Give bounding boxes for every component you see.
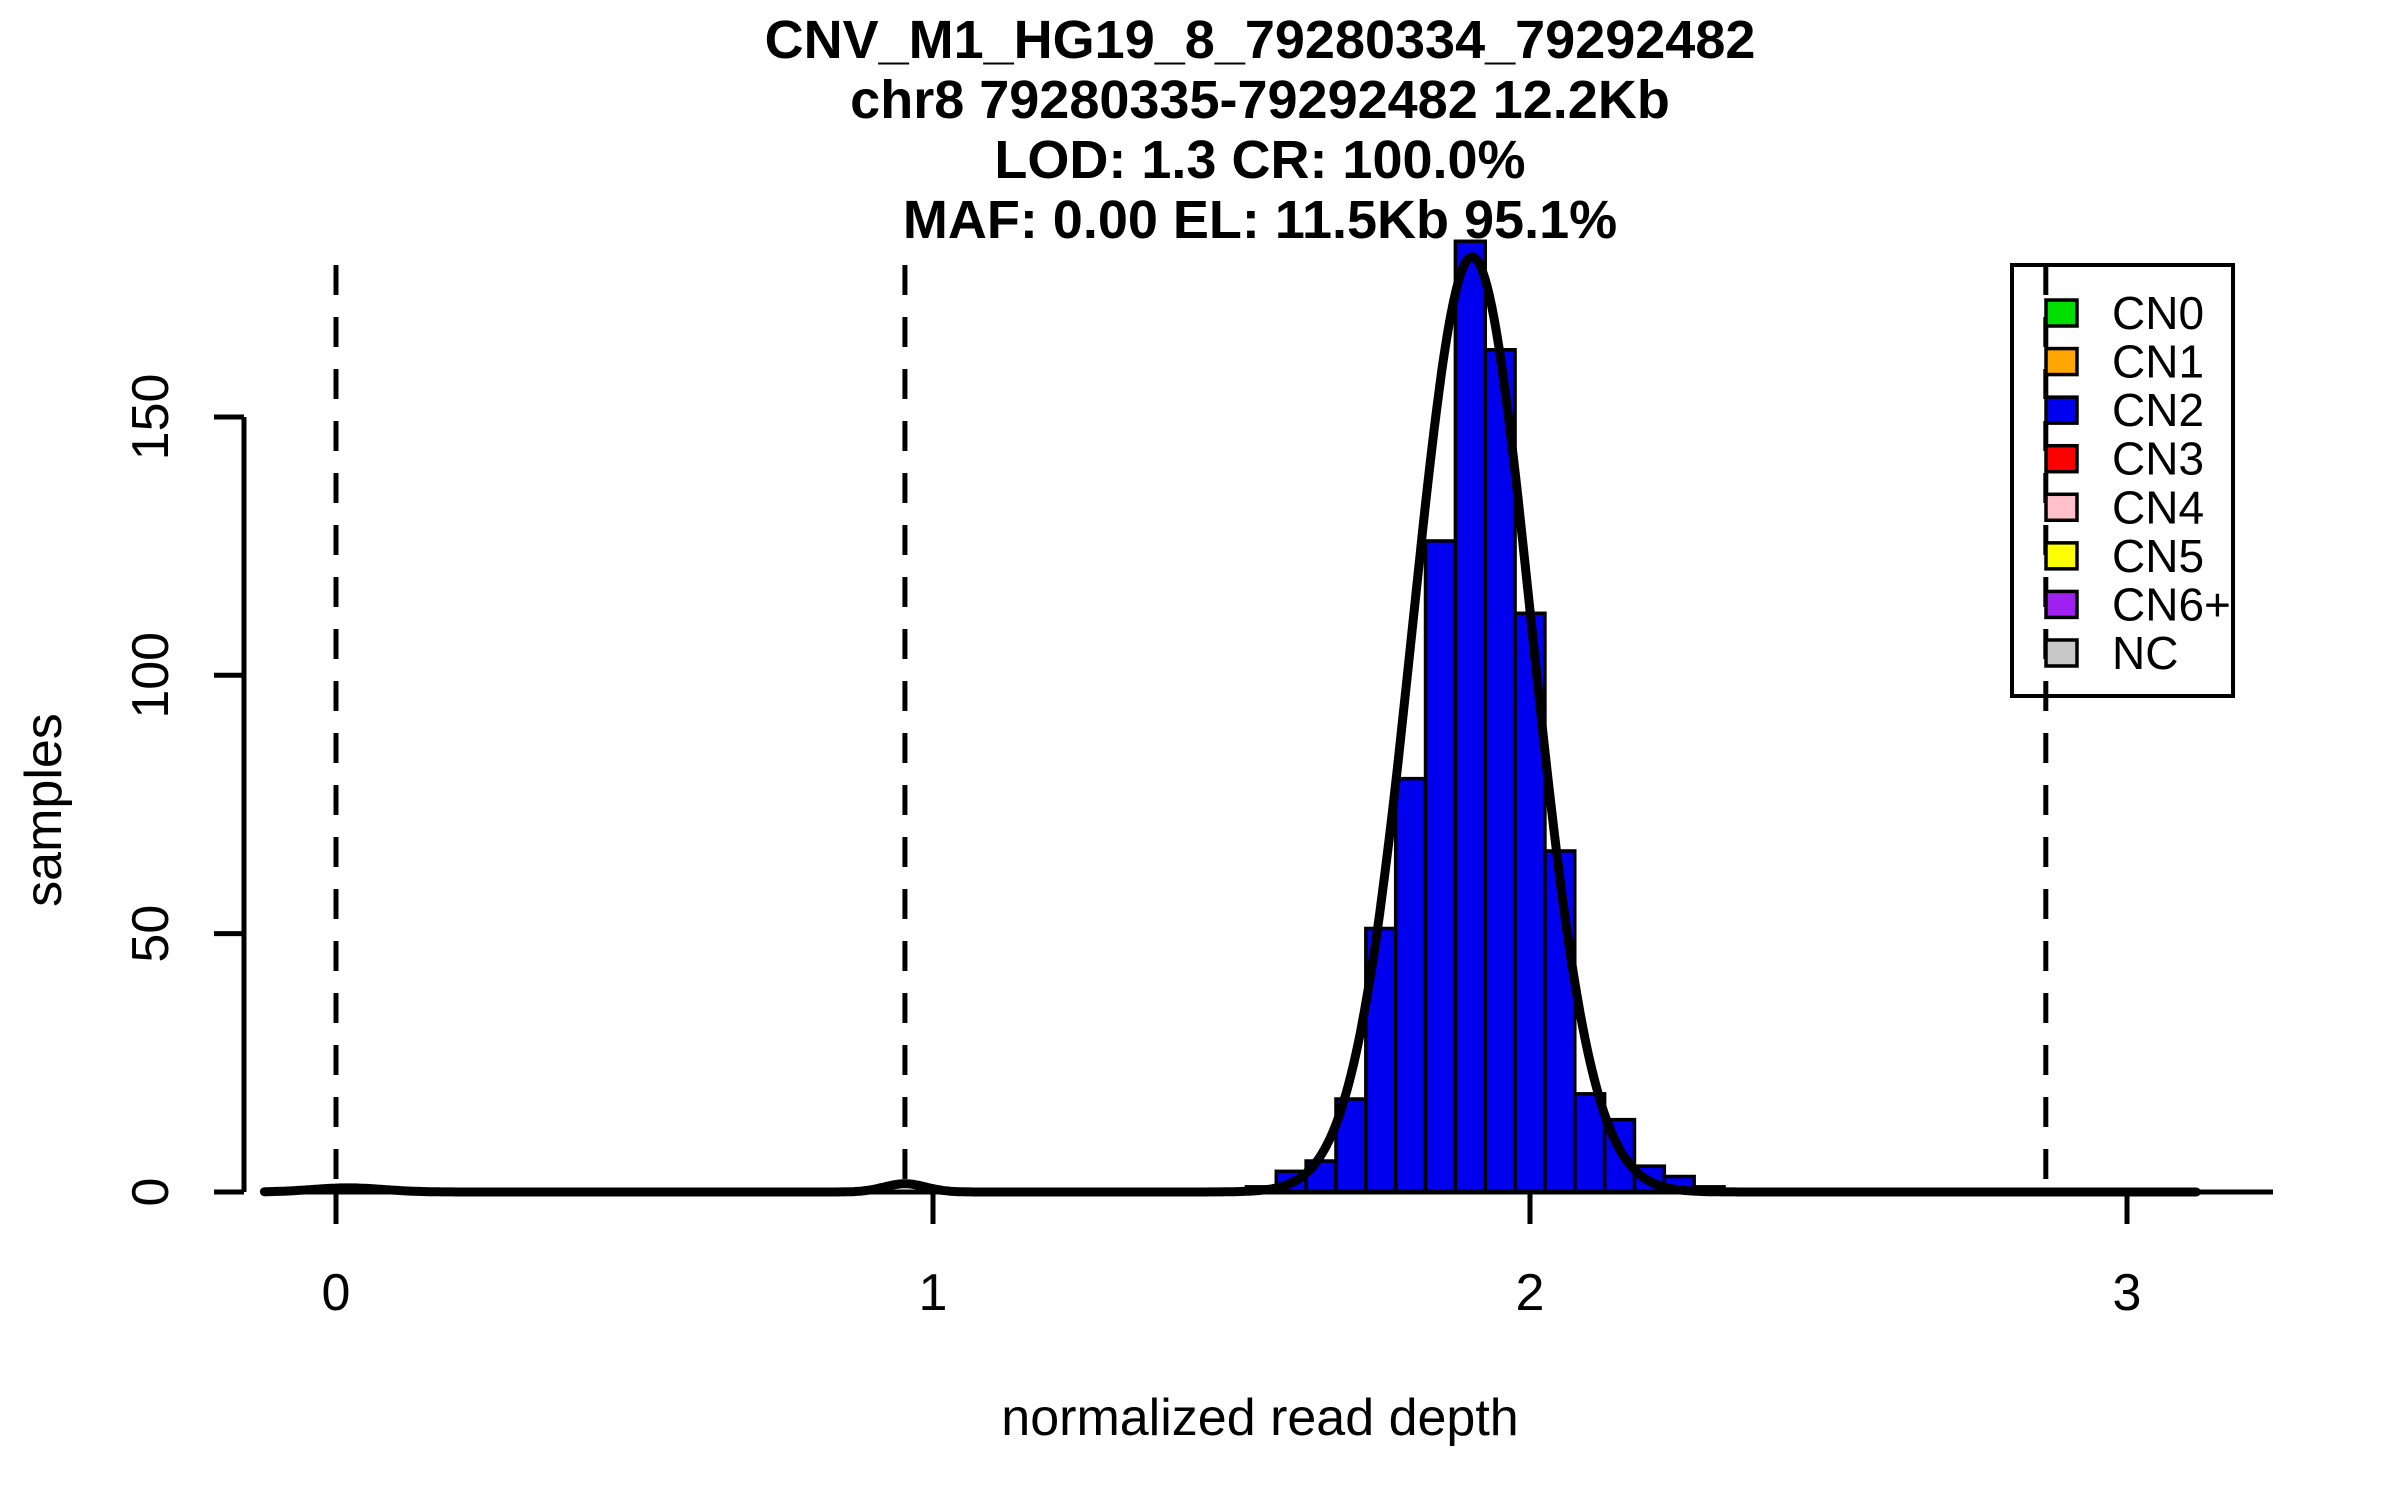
- plot-title-line-1: CNV_M1_HG19_8_79280334_79292482: [764, 10, 1756, 70]
- plot-title-block: CNV_M1_HG19_8_79280334_79292482 chr8 792…: [765, 10, 1756, 250]
- legend-swatch: [2044, 589, 2079, 620]
- legend-label: NC: [2112, 627, 2178, 679]
- y-tick-label: 50: [122, 905, 180, 963]
- legend-box: [2010, 263, 2235, 698]
- histogram-bar: [1393, 776, 1428, 1194]
- legend-item: CN3: [2044, 433, 2204, 485]
- dashed-vlines-group: [333, 265, 2049, 1192]
- legend-swatch: [2044, 443, 2079, 474]
- legend-swatch: [2044, 492, 2079, 523]
- histogram-bar: [1483, 348, 1517, 1194]
- legend-item: CN4: [2044, 481, 2204, 533]
- legend-item: CN1: [2044, 336, 2204, 388]
- plot-title-line-2: chr8 79280335-79292482 12.2Kb: [850, 70, 1670, 130]
- plot-title-line-4: MAF: 0.00 EL: 11.5Kb 95.1%: [902, 190, 1618, 250]
- histogram-bars-group: [1244, 239, 1726, 1194]
- legend-swatch: [2044, 638, 2079, 668]
- legend-label: CN3: [2112, 433, 2204, 485]
- y-tick-label: 0: [122, 1178, 180, 1207]
- legend-swatch: [2044, 541, 2079, 571]
- legend-label: CN2: [2112, 384, 2204, 436]
- legend-swatch: [2044, 298, 2079, 328]
- fit-curve: [259, 252, 2201, 1197]
- legend-label: CN5: [2112, 530, 2204, 582]
- legend-item: CN2: [2044, 384, 2204, 436]
- y-tick-label: 150: [122, 374, 180, 461]
- y-axis-title: samples: [15, 713, 73, 907]
- legend-swatch: [2044, 346, 2079, 377]
- y-tick-label: 100: [122, 632, 180, 719]
- legend-label: CN6+: [2112, 578, 2231, 630]
- legend-item: CN0: [2044, 287, 2204, 339]
- histogram-bar: [1423, 539, 1458, 1194]
- legend-swatch: [2044, 395, 2079, 425]
- x-tick-label: 1: [919, 1264, 948, 1322]
- x-tick-label: 2: [1516, 1264, 1545, 1322]
- x-tick-label: 3: [2113, 1264, 2142, 1322]
- x-axis-title: normalized read depth: [1001, 1389, 1519, 1447]
- legend-label: CN4: [2112, 481, 2204, 533]
- plot-title-line-3: LOD: 1.3 CR: 100.0%: [994, 130, 1526, 190]
- axes-group: 0 1 2 3 0 50 100 150: [122, 374, 2273, 1322]
- legend-label: CN0: [2112, 287, 2204, 339]
- x-tick-label: 0: [322, 1264, 351, 1322]
- fit-curve-group: [259, 252, 2201, 1197]
- histogram-bar: [1453, 239, 1487, 1194]
- legend-item: CN5: [2044, 530, 2204, 582]
- legend-item: CN6+: [2044, 578, 2231, 630]
- legend-item: NC: [2044, 627, 2178, 679]
- legend-label: CN1: [2112, 336, 2204, 388]
